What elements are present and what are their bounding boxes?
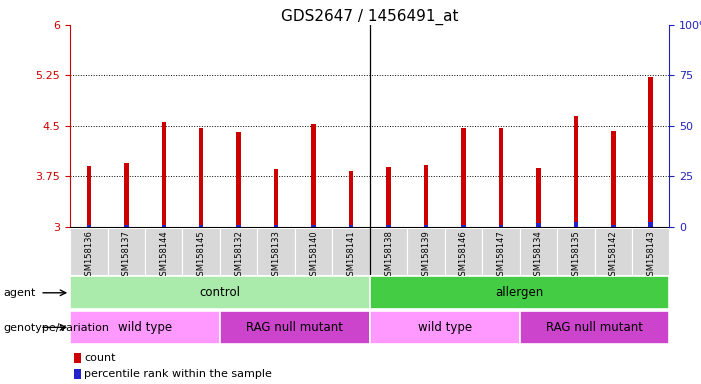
Bar xyxy=(632,228,669,275)
Bar xyxy=(70,276,370,309)
Text: GSM158133: GSM158133 xyxy=(271,230,280,281)
Bar xyxy=(423,225,428,227)
Bar xyxy=(74,353,81,363)
Bar xyxy=(423,165,428,227)
Bar xyxy=(573,116,578,227)
Text: control: control xyxy=(200,286,240,299)
Bar xyxy=(70,228,107,275)
Title: GDS2647 / 1456491_at: GDS2647 / 1456491_at xyxy=(281,9,458,25)
Bar xyxy=(199,128,203,227)
Bar xyxy=(536,223,540,227)
Bar xyxy=(107,228,145,275)
Bar xyxy=(220,228,257,275)
Bar xyxy=(536,168,540,227)
Bar xyxy=(349,225,353,227)
Bar xyxy=(332,228,369,275)
Bar xyxy=(573,222,578,227)
Text: RAG null mutant: RAG null mutant xyxy=(246,321,343,334)
Bar xyxy=(236,132,241,227)
Text: GSM158139: GSM158139 xyxy=(421,230,430,281)
Bar xyxy=(257,228,295,275)
Bar xyxy=(611,131,615,227)
Bar xyxy=(648,222,653,227)
Text: GSM158135: GSM158135 xyxy=(571,230,580,281)
Bar xyxy=(370,311,519,344)
Bar xyxy=(87,225,91,227)
Bar xyxy=(274,169,278,227)
Text: GSM158137: GSM158137 xyxy=(122,230,131,281)
Bar xyxy=(311,124,316,227)
Text: GSM158143: GSM158143 xyxy=(646,230,655,281)
Text: GSM158138: GSM158138 xyxy=(384,230,393,281)
Bar xyxy=(274,225,278,227)
Text: GSM158134: GSM158134 xyxy=(534,230,543,281)
Text: wild type: wild type xyxy=(418,321,472,334)
Bar xyxy=(461,128,465,227)
Text: RAG null mutant: RAG null mutant xyxy=(546,321,643,334)
Text: GSM158147: GSM158147 xyxy=(496,230,505,281)
Text: GSM158146: GSM158146 xyxy=(459,230,468,281)
Text: agent: agent xyxy=(4,288,36,298)
Text: GSM158141: GSM158141 xyxy=(346,230,355,281)
Bar xyxy=(557,228,594,275)
Text: percentile rank within the sample: percentile rank within the sample xyxy=(84,369,272,379)
Bar xyxy=(161,122,166,227)
Text: GSM158136: GSM158136 xyxy=(84,230,93,281)
Bar xyxy=(87,166,91,227)
Bar xyxy=(349,172,353,227)
Bar xyxy=(220,311,370,344)
Bar xyxy=(124,163,128,227)
Bar xyxy=(74,369,81,379)
Text: GSM158144: GSM158144 xyxy=(159,230,168,281)
Bar xyxy=(70,311,220,344)
Text: GSM158132: GSM158132 xyxy=(234,230,243,281)
Bar xyxy=(611,225,615,227)
Bar xyxy=(407,228,444,275)
Text: GSM158142: GSM158142 xyxy=(608,230,618,281)
Text: GSM158140: GSM158140 xyxy=(309,230,318,281)
Text: count: count xyxy=(84,353,116,363)
Bar xyxy=(482,228,519,275)
Bar xyxy=(386,225,390,227)
Text: allergen: allergen xyxy=(496,286,544,299)
Bar xyxy=(370,276,669,309)
Bar xyxy=(519,228,557,275)
Bar xyxy=(498,225,503,227)
Bar xyxy=(199,225,203,227)
Bar xyxy=(295,228,332,275)
Bar xyxy=(182,228,220,275)
Bar xyxy=(124,225,128,227)
Text: wild type: wild type xyxy=(118,321,172,334)
Bar xyxy=(236,225,241,227)
Bar xyxy=(519,311,669,344)
Bar xyxy=(386,167,390,227)
Text: GSM158145: GSM158145 xyxy=(197,230,205,281)
Bar xyxy=(311,225,316,227)
Bar xyxy=(370,228,407,275)
Bar xyxy=(594,228,632,275)
Bar xyxy=(145,228,182,275)
Bar xyxy=(444,228,482,275)
Bar xyxy=(461,225,465,227)
Bar xyxy=(498,128,503,227)
Text: genotype/variation: genotype/variation xyxy=(4,323,109,333)
Bar xyxy=(161,225,166,227)
Bar xyxy=(648,78,653,227)
